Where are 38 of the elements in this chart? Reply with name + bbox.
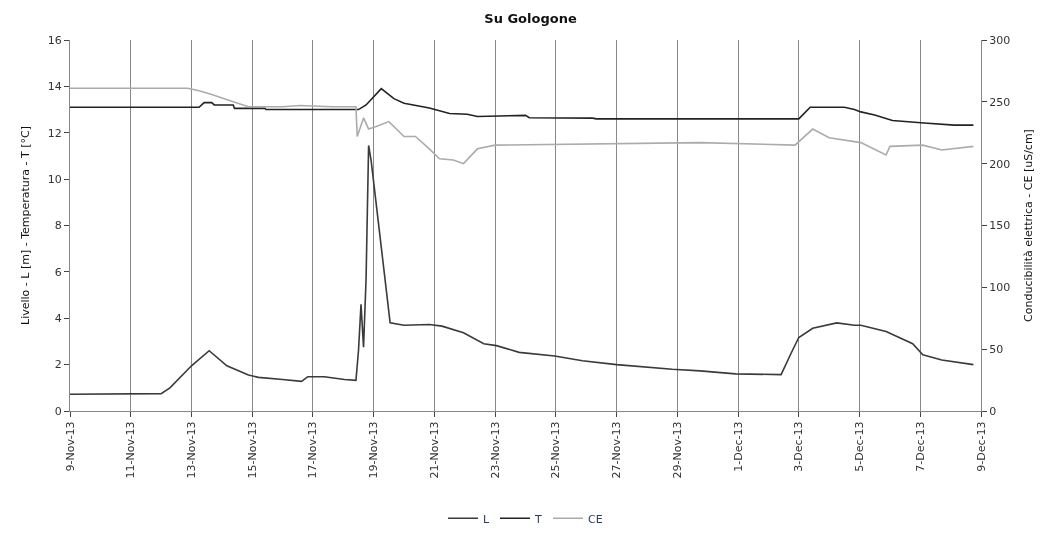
x-tick-label: 23-Nov-13 <box>488 421 502 479</box>
legend-label: CE <box>588 512 603 526</box>
x-tick-label: 13-Nov-13 <box>185 421 199 479</box>
y-tick-label: 14 <box>47 80 62 94</box>
x-tick-label: 17-Nov-13 <box>306 421 320 479</box>
y-tick-label: 10 <box>47 172 62 186</box>
y2-tick-label: 100 <box>989 281 1011 295</box>
x-tick-label: 5-Dec-13 <box>853 421 867 472</box>
x-tick-label: 11-Nov-13 <box>124 421 138 479</box>
y2-axis-title: Conducibilità elettrica - CE [uS/cm] <box>1022 129 1036 322</box>
x-tick-label: 7-Dec-13 <box>913 421 927 472</box>
y-axis-title: Livello - L [m] - Temperatura - T [°C] <box>19 126 33 325</box>
x-tick-label: 9-Nov-13 <box>63 421 77 472</box>
x-tick-label: 9-Dec-13 <box>974 421 988 472</box>
y2-tick-label: 250 <box>989 95 1011 109</box>
x-tick-label: 3-Dec-13 <box>792 421 806 472</box>
y2-tick-label: 300 <box>989 33 1011 47</box>
legend-label: T <box>534 512 542 526</box>
x-tick-label: 15-Nov-13 <box>245 421 259 479</box>
chart-title: Su Gologone <box>484 10 577 26</box>
y-tick-label: 8 <box>54 219 62 233</box>
y2-tick-label: 150 <box>989 219 1011 233</box>
x-tick-label: 19-Nov-13 <box>367 421 381 479</box>
y2-tick-label: 200 <box>989 157 1011 171</box>
y-tick-label: 4 <box>54 312 62 326</box>
y-tick-label: 16 <box>47 33 62 47</box>
y-tick-label: 12 <box>47 126 62 140</box>
y2-tick-label: 50 <box>989 343 1004 357</box>
x-tick-label: 1-Dec-13 <box>731 421 745 472</box>
y-tick-label: 0 <box>54 404 62 418</box>
legend-label: L <box>483 512 490 526</box>
x-tick-label: 27-Nov-13 <box>610 421 624 479</box>
x-tick-label: 21-Nov-13 <box>427 421 441 479</box>
x-tick-label: 25-Nov-13 <box>549 421 563 479</box>
y2-tick-label: 0 <box>989 404 997 418</box>
y-tick-label: 2 <box>54 358 62 372</box>
x-tick-label: 29-Nov-13 <box>670 421 684 479</box>
y-tick-label: 6 <box>54 265 62 279</box>
